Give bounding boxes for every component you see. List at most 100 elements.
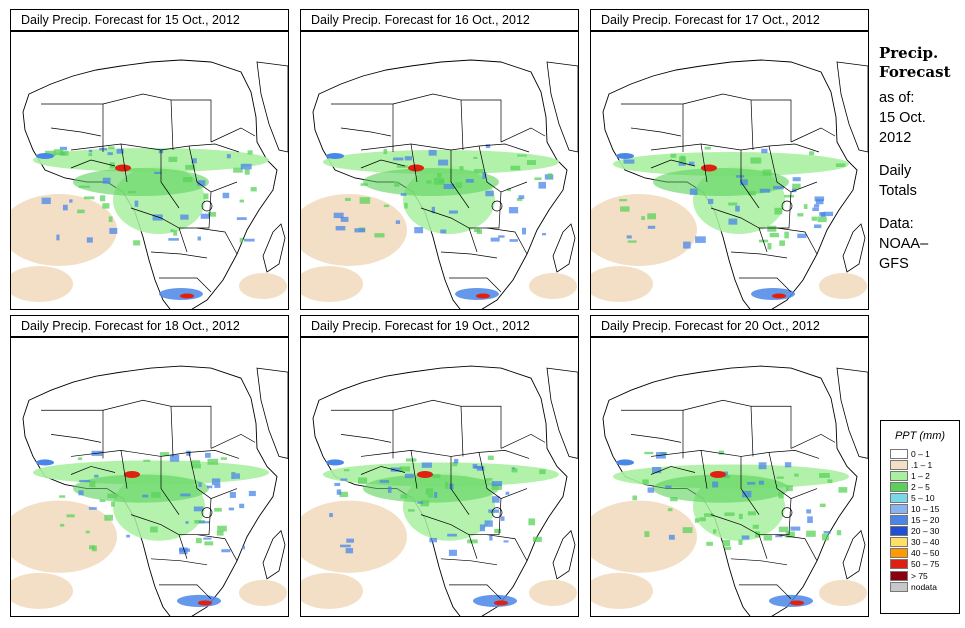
panel-title: Daily Precip. Forecast for 19 Oct., 2012	[300, 315, 579, 337]
southern-storm-core	[198, 600, 212, 606]
precip-cell	[667, 508, 673, 512]
precip-cell	[102, 203, 110, 209]
precip-cell	[641, 216, 645, 221]
precip-cell	[784, 231, 789, 239]
legend-swatch	[890, 559, 908, 570]
precip-cell	[198, 521, 210, 524]
madagascar-outline	[552, 529, 576, 580]
precip-core	[124, 470, 140, 479]
lake-victoria	[491, 200, 503, 212]
precip-cell	[767, 243, 772, 250]
country-border	[739, 277, 792, 293]
precip-cell	[814, 204, 820, 208]
country-border	[440, 558, 498, 566]
precip-cell	[107, 493, 118, 499]
precip-cell	[393, 157, 404, 161]
precip-cell	[812, 207, 819, 212]
country-border	[196, 534, 238, 561]
dry-ocean-area	[11, 194, 117, 266]
precip-cell	[448, 210, 458, 214]
country-border	[171, 99, 212, 142]
precip-cell	[399, 466, 410, 472]
arabia-outline	[836, 367, 868, 459]
precip-cell	[222, 192, 230, 199]
precip-cell	[482, 172, 487, 179]
legend-swatch	[890, 537, 908, 548]
precip-cell	[134, 200, 139, 207]
precip-cell	[208, 212, 217, 217]
precip-cell	[186, 450, 191, 456]
legend-item: 5 – 10	[881, 492, 959, 503]
precip-cell	[79, 479, 91, 483]
precip-cell	[396, 165, 408, 168]
country-border	[740, 150, 760, 209]
precip-cell	[741, 535, 750, 540]
precip-cell	[759, 188, 771, 193]
precip-cell	[151, 491, 161, 498]
precip-cell	[200, 213, 210, 219]
map-layer	[301, 365, 578, 616]
country-border	[751, 99, 792, 142]
precip-cell	[448, 549, 457, 556]
precip-cell	[88, 149, 93, 153]
precip-cell	[417, 501, 424, 504]
precip-cell	[421, 462, 432, 468]
precip-cell	[484, 520, 493, 527]
country-border	[50, 127, 102, 137]
precip-cell	[128, 190, 136, 194]
precip-cell	[400, 494, 408, 499]
africa-precip-map	[590, 31, 869, 310]
precip-cell	[750, 157, 762, 164]
precip-cell	[99, 499, 106, 502]
country-border	[360, 143, 530, 153]
arabia-outline	[256, 61, 288, 153]
madagascar-outline	[842, 529, 866, 580]
precip-cell	[452, 461, 458, 467]
precip-cell	[226, 154, 231, 159]
precip-cell	[522, 227, 526, 235]
southern-storm	[177, 594, 221, 607]
precip-cell	[220, 457, 228, 460]
dry-ocean-area	[529, 273, 577, 299]
precip-cell	[429, 537, 438, 543]
country-border	[486, 534, 528, 561]
lake-victoria	[201, 507, 213, 518]
precip-cell	[142, 494, 149, 498]
precip-cell	[152, 214, 163, 221]
precip-cell	[185, 164, 196, 170]
country-border	[440, 251, 498, 259]
precip-cell	[492, 496, 500, 503]
precip-cell	[180, 214, 189, 220]
country-border	[130, 514, 188, 559]
precip-cell	[182, 176, 193, 183]
precip-cell	[438, 159, 449, 166]
legend-label: 40 – 50	[911, 548, 940, 559]
precip-cell	[111, 501, 115, 507]
panel-title: Daily Precip. Forecast for 18 Oct., 2012	[10, 315, 289, 337]
country-border	[630, 127, 682, 137]
precip-cell	[383, 204, 390, 208]
southern-storm-core	[476, 293, 490, 299]
precip-cell	[168, 156, 178, 162]
country-border	[710, 514, 768, 559]
precip-core	[408, 164, 424, 172]
precip-cell	[59, 523, 65, 527]
lake-victoria	[201, 200, 213, 212]
country-border	[340, 127, 392, 137]
precip-cell	[425, 488, 434, 495]
precip-cell	[77, 457, 83, 460]
precip-cell	[203, 537, 212, 540]
country-border	[449, 584, 502, 600]
precip-cell	[203, 193, 209, 200]
precip-cell	[807, 516, 813, 523]
precip-cell	[505, 491, 510, 495]
country-border	[710, 207, 768, 253]
precip-cell	[346, 538, 354, 543]
africa-precip-map	[300, 337, 579, 617]
precip-cell	[102, 177, 111, 184]
precip-cell	[233, 167, 243, 173]
dry-ocean-area	[301, 500, 407, 573]
legend-item: 0 – 1	[881, 448, 959, 459]
precip-cell	[823, 531, 831, 534]
country-border	[478, 145, 528, 193]
